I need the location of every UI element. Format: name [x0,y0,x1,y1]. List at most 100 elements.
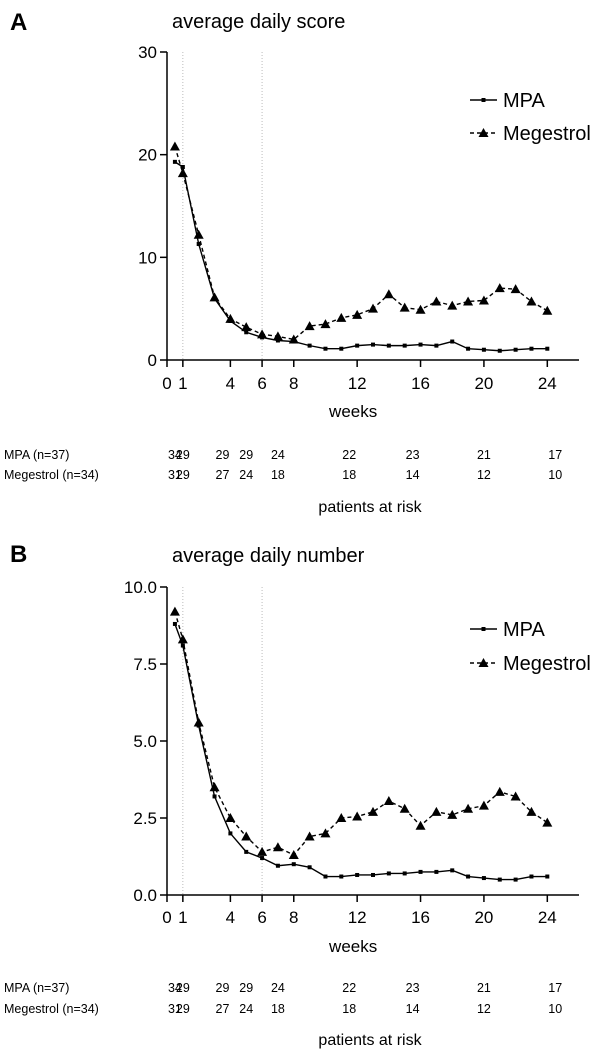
risk-count: 14 [406,468,420,482]
x-tick-label: 1 [178,908,187,927]
data-point-mpa [434,343,439,348]
risk-count: 23 [406,981,420,995]
risk-row-label: MPA (n=37) [4,981,69,995]
risk-count: 21 [477,981,491,995]
data-point-megestrol [272,842,283,852]
data-point-mpa [434,869,439,874]
data-point-megestrol [415,820,426,830]
risk-row-label: Megestrol (n=34) [4,468,99,482]
data-point-megestrol [320,828,331,838]
risk-count: 29 [176,981,190,995]
data-point-megestrol [542,817,553,827]
risk-count: 34 [168,981,182,995]
legend-marker-mpa [481,627,486,631]
data-point-megestrol [431,806,442,816]
risk-count: 24 [271,981,285,995]
data-point-megestrol [257,846,268,856]
risk-count: 29 [216,448,230,462]
patients-at-risk-title: patients at risk [318,499,422,516]
data-point-megestrol [510,791,521,801]
data-point-mpa [418,342,423,347]
x-tick-label: 24 [538,908,557,927]
data-point-megestrol [415,304,426,314]
data-point-megestrol [526,806,537,816]
risk-count: 29 [176,1002,190,1016]
x-axis-label: weeks [328,402,377,421]
y-tick-label: 2.5 [133,809,157,828]
x-tick-label: 8 [289,374,298,393]
risk-count: 12 [477,468,491,482]
y-tick-label: 30 [138,43,157,62]
data-point-megestrol [304,831,315,841]
data-point-megestrol [431,296,442,306]
data-point-megestrol [169,606,180,616]
data-point-megestrol [368,303,378,313]
data-point-mpa [466,874,471,879]
panel-letter: B [10,541,27,568]
data-point-mpa [172,159,177,164]
x-axis-label: weeks [328,937,377,956]
legend-label-mpa: MPA [503,90,546,112]
risk-count: 10 [548,1002,562,1016]
risk-row-label: MPA (n=37) [4,448,69,462]
data-point-megestrol [225,313,236,323]
legend-marker-mpa [481,98,486,102]
data-point-mpa [386,343,391,348]
risk-count: 18 [271,1002,285,1016]
x-tick-label: 16 [411,908,430,927]
data-point-megestrol [510,284,521,294]
x-tick-label: 16 [411,374,430,393]
chart-title: average daily score [172,11,345,33]
risk-count: 29 [176,468,190,482]
risk-count: 23 [406,448,420,462]
data-point-megestrol [169,141,180,151]
data-point-megestrol [526,296,537,306]
data-point-megestrol [463,296,474,306]
data-point-megestrol [336,312,347,322]
data-point-megestrol [304,321,315,331]
data-point-megestrol [177,168,188,178]
data-point-mpa [466,346,471,351]
data-point-megestrol [241,831,252,841]
data-point-mpa [339,346,344,351]
data-point-megestrol [478,800,489,810]
x-tick-label: 6 [257,908,266,927]
data-point-megestrol [494,283,505,293]
data-point-megestrol [368,806,378,816]
legend-label-megestrol: Megestrol [503,653,591,675]
data-point-mpa [212,794,217,799]
data-point-mpa [371,872,375,877]
risk-count: 24 [271,448,285,462]
data-point-megestrol [272,331,283,341]
y-tick-label: 0 [148,351,157,370]
risk-count: 12 [477,1002,491,1016]
y-tick-label: 10.0 [124,578,157,597]
x-tick-label: 4 [226,374,235,393]
x-tick-label: 20 [474,374,493,393]
data-point-mpa [529,346,534,351]
data-point-mpa [275,863,280,868]
x-tick-label: 4 [226,908,235,927]
data-point-megestrol [241,322,252,332]
risk-count: 14 [406,1002,420,1016]
data-point-megestrol [383,289,394,299]
data-point-mpa [339,874,344,879]
data-point-megestrol [336,813,347,822]
data-point-mpa [402,871,407,876]
data-point-mpa [481,876,486,881]
data-point-mpa [513,347,518,352]
data-point-mpa [418,869,423,874]
risk-count: 18 [342,1002,356,1016]
data-point-mpa [275,338,280,343]
data-point-megestrol [399,803,410,813]
data-point-megestrol [352,811,363,821]
data-point-mpa [260,856,265,861]
data-point-megestrol [352,309,363,319]
data-point-megestrol [463,803,474,813]
data-point-megestrol [399,302,410,312]
data-point-mpa [497,877,502,882]
risk-count: 18 [342,468,356,482]
data-point-mpa [180,643,185,648]
